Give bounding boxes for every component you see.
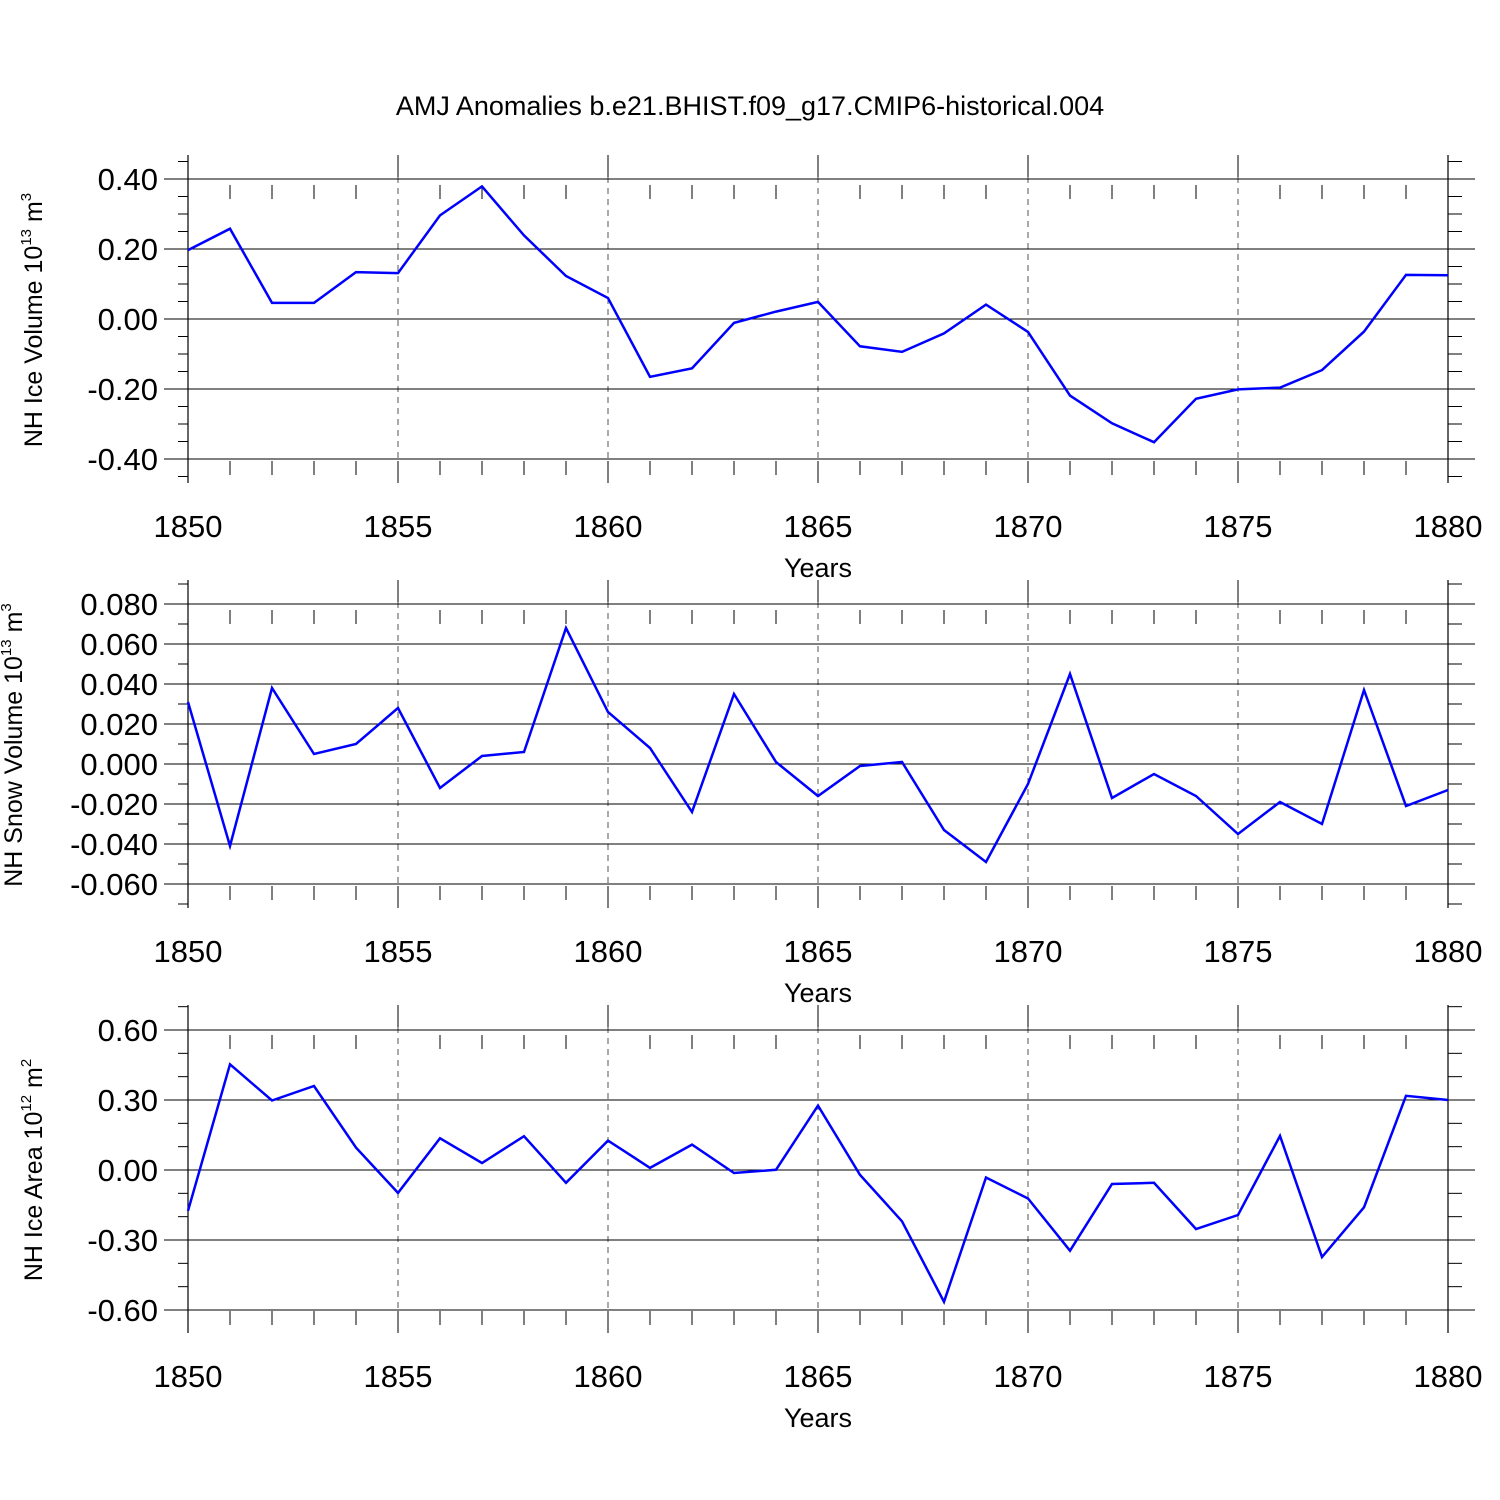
y-tick-label: 0.060 [80, 627, 158, 662]
y-tick-label: -0.020 [70, 787, 158, 822]
x-tick-label: 1870 [994, 509, 1063, 544]
x-tick-label: 1850 [154, 934, 223, 969]
y-tick-label: 0.30 [98, 1083, 158, 1118]
panel-snow-volume: 0.080 0.060 0.040 0.020 0.000 -0.020 -0.040 -0.… [0, 580, 1482, 1008]
x-tick-label: 1875 [1204, 1359, 1273, 1394]
y-tick-label: -0.30 [87, 1223, 158, 1258]
x-tick-label: 1855 [364, 509, 433, 544]
y-axis-label: NH Ice Area 1012 m2 [18, 1059, 48, 1281]
y-axis-label-exponent: 12 [18, 1095, 35, 1112]
x-tick-label: 1870 [994, 1359, 1063, 1394]
x-tick-label: 1855 [364, 1359, 433, 1394]
y-tick-label: 0.080 [80, 587, 158, 622]
y-axis-label-part: NH Ice Area 10 [20, 1112, 48, 1282]
y-axis-label-exponent: 13 [18, 229, 35, 246]
y-tick-label: 0.000 [80, 747, 158, 782]
y-tick-label: -0.040 [70, 827, 158, 862]
y-axis-label-exponent: 13 [0, 639, 15, 656]
series-line [187, 184, 1449, 444]
x-axis-label: Years [784, 1403, 852, 1433]
x-tick-label: 1865 [784, 509, 853, 544]
x-tick-label: 1880 [1414, 509, 1483, 544]
y-axis-label-part: NH Ice Volume 10 [20, 246, 48, 448]
y-axis-label-part: m [20, 1067, 48, 1095]
x-tick-label: 1850 [154, 1359, 223, 1394]
y-tick-label: 0.00 [98, 1153, 158, 1188]
x-axis-label: Years [784, 553, 852, 583]
series-line [186, 624, 1449, 864]
x-tick-label: 1855 [364, 934, 433, 969]
y-tick-label: 0.020 [80, 707, 158, 742]
x-tick-label: 1860 [574, 934, 643, 969]
x-tick-label: 1875 [1204, 509, 1273, 544]
panel-ice-area: 0.60 0.30 0.00 -0.30 -0.60 1850 1855 1860 1865 18… [18, 1005, 1482, 1433]
chart-title: AMJ Anomalies b.e21.BHIST.f09_g17.CMIP6-… [396, 91, 1104, 121]
x-tick-label: 1850 [154, 509, 223, 544]
y-axis-label-exponent: 3 [18, 193, 35, 201]
y-axis-label-exponent: 2 [18, 1059, 35, 1067]
y-axis-label-part: m [20, 201, 48, 229]
y-tick-label: 0.40 [98, 162, 158, 197]
x-tick-label: 1880 [1414, 934, 1483, 969]
y-axis-label: NH Snow Volume 1013 m3 [0, 603, 28, 887]
x-axis-label: Years [784, 978, 852, 1008]
y-axis-label: NH Ice Volume 1013 m3 [18, 193, 48, 447]
y-tick-label: 0.60 [98, 1013, 158, 1048]
x-tick-label: 1880 [1414, 1359, 1483, 1394]
x-tick-label: 1870 [994, 934, 1063, 969]
y-tick-label: 0.20 [98, 232, 158, 267]
x-tick-label: 1860 [574, 1359, 643, 1394]
x-tick-label: 1860 [574, 509, 643, 544]
y-axis-label-exponent: 3 [0, 603, 15, 611]
y-tick-label: 0.040 [80, 667, 158, 702]
y-tick-label: -0.20 [87, 372, 158, 407]
x-tick-label: 1875 [1204, 934, 1273, 969]
y-axis-label-part: NH Snow Volume 10 [0, 656, 28, 887]
y-tick-label: 0.00 [98, 302, 158, 337]
y-tick-label: -0.60 [87, 1293, 158, 1328]
series-line [186, 1062, 1449, 1305]
x-tick-label: 1865 [784, 934, 853, 969]
x-tick-label: 1865 [784, 1359, 853, 1394]
y-axis-label-part: m [0, 612, 28, 640]
panel-ice-volume: 0.40 0.20 0.00 -0.20 -0.40 1850 1855 1860 1865 18… [18, 155, 1482, 583]
y-tick-label: -0.40 [87, 442, 158, 477]
y-tick-label: -0.060 [70, 867, 158, 902]
